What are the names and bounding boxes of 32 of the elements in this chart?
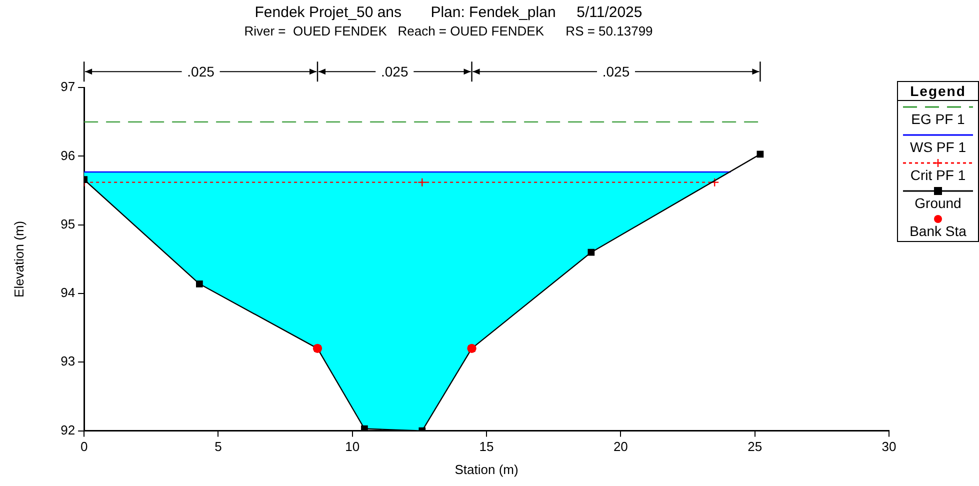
point bbox=[756, 150, 764, 158]
legend-label: EG PF 1 bbox=[910, 111, 966, 127]
point bbox=[710, 178, 720, 187]
y-axis-title: Elevation (m) bbox=[11, 220, 26, 298]
x-tick-label: 0 bbox=[80, 439, 88, 454]
x-tick-label: 20 bbox=[613, 439, 628, 454]
y-tick-label: 93 bbox=[60, 354, 76, 369]
text: .025 bbox=[602, 64, 630, 80]
point bbox=[361, 425, 368, 431]
chart-title: Fendek Projet_50 ans Plan: Fendek_plan 5/11/2025 bbox=[254, 4, 642, 22]
y-tick-label: 94 bbox=[60, 285, 76, 300]
legend-label: Crit PF 1 bbox=[909, 167, 967, 183]
chart-subtitle: River = OUED FENDEK Reach = OUED FENDEK RS = 50.13799 bbox=[244, 23, 653, 38]
y-tick-label: 97 bbox=[60, 79, 76, 94]
x-tick-label: 25 bbox=[748, 439, 762, 454]
x-axis-title: Station (m) bbox=[454, 462, 518, 477]
x-tick-label: 5 bbox=[214, 439, 222, 454]
x-tick-label: 10 bbox=[345, 439, 360, 454]
y-tick-label: 95 bbox=[60, 216, 76, 232]
legend-label: Ground bbox=[914, 195, 962, 211]
x-tick-label: 15 bbox=[479, 439, 494, 454]
legend-label: WS PF 1 bbox=[908, 139, 967, 155]
point bbox=[196, 280, 203, 288]
point bbox=[418, 178, 427, 187]
text: .025 bbox=[187, 64, 215, 80]
legend-label: Bank Sta bbox=[908, 223, 968, 239]
text: .025 bbox=[381, 64, 408, 80]
point bbox=[588, 248, 595, 256]
y-tick-label: 92 bbox=[60, 422, 76, 438]
y-tick-label: 96 bbox=[60, 148, 76, 163]
x-tick-label: 30 bbox=[882, 439, 896, 454]
legend-title: Legend bbox=[898, 82, 978, 101]
